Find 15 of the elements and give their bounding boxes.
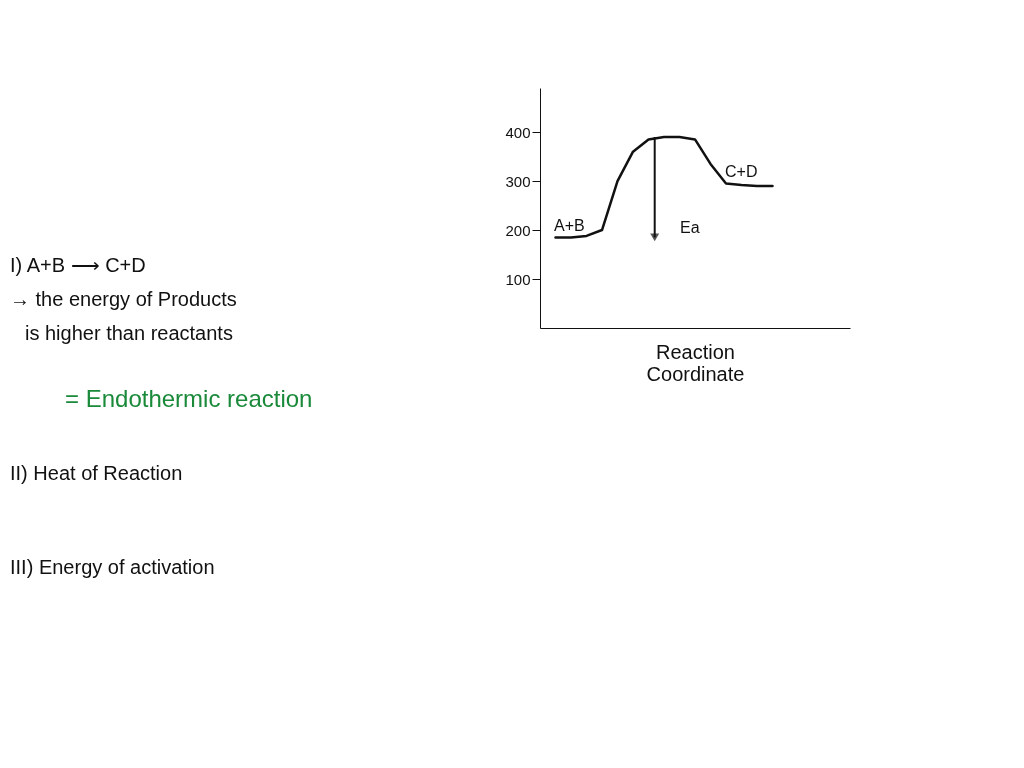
- text: I) A+B ⟶ C+D: [10, 254, 146, 276]
- annotation: A+B: [554, 217, 585, 234]
- y-tick-label: 300: [505, 172, 531, 190]
- text: = Endothermic reaction: [65, 385, 313, 412]
- annotation: Ea: [680, 219, 700, 236]
- y-tick-label: 200: [505, 221, 531, 239]
- annotation: C+D: [725, 163, 758, 180]
- text: is higher than reactants: [25, 322, 233, 344]
- y-tick-label: 100: [505, 270, 531, 288]
- text: → the energy of Products: [10, 288, 237, 310]
- text: III) Energy of activation: [10, 556, 215, 578]
- x-axis-title: Reaction Coordinate: [646, 340, 745, 385]
- line-series: [554, 135, 774, 239]
- y-tick-label: 400: [505, 123, 531, 141]
- text: II) Heat of Reaction: [10, 462, 183, 484]
